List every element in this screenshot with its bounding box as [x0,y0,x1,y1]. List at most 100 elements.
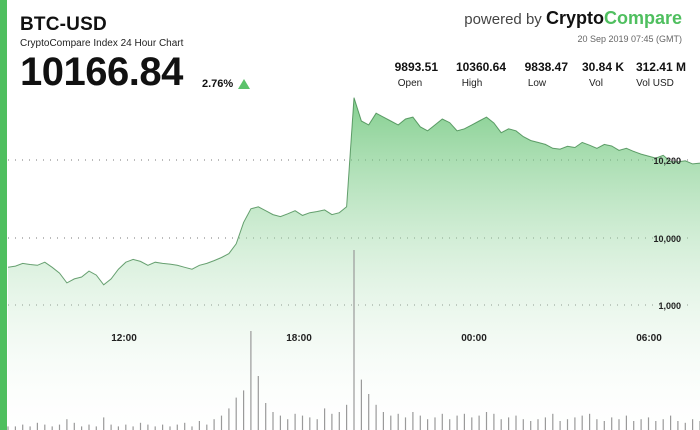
volume-bar [162,424,164,430]
triangle-up-icon [238,79,250,89]
volume-bar [412,412,414,430]
powered-by-text: powered by [464,11,542,28]
x-tick-label: 06:00 [636,333,662,344]
volume-bar [419,415,421,430]
volume-bar [147,424,149,430]
volume-bar [640,419,642,430]
volume-bar [574,417,576,430]
pair-title: BTC-USD [20,14,107,35]
volume-bar [397,413,399,430]
stat-open-value: 9893.51 [394,60,438,74]
stat-high: 10360.64 High [438,60,506,89]
y-axis: 10,200 10,000 1,000 [653,156,681,311]
volume-bar [228,408,230,430]
stat-vol-usd: 312.41 M Vol USD [624,60,686,89]
volume-bar [684,422,686,430]
stat-vol-label: Vol [589,78,603,89]
volume-bar [58,424,61,430]
volume-bar [309,417,311,430]
volume-bar [110,424,112,430]
stat-vol-usd-label: Vol USD [636,78,674,89]
stat-low: 9838.47 Low [506,60,568,89]
volume-bar [596,419,598,430]
volume-bar [589,413,591,430]
volume-bar [544,417,546,430]
current-price: 10166.84 [20,50,183,94]
volume-bar [456,415,458,430]
stat-open: 9893.51 Open [382,60,438,89]
x-tick-label: 18:00 [286,333,312,344]
volume-bar [176,424,178,430]
volume-bar [404,417,407,430]
x-tick-label: 00:00 [461,333,487,344]
x-axis: 12:00 18:00 00:00 06:00 [111,333,662,344]
volume-bar [530,421,532,430]
volume-bar [51,426,53,430]
stat-low-label: Low [527,78,547,89]
volume-bar [603,421,605,430]
chart-subtitle: CryptoCompare Index 24 Hour Chart [20,38,184,49]
price-line [7,97,700,286]
volume-bar [73,422,75,430]
volume-bar [515,415,517,430]
volume-bar [375,404,377,430]
volume-bar [331,413,333,430]
volume-bar [434,417,436,430]
volume-bar [522,419,524,430]
volume-bar [66,419,68,430]
volume-bars [7,250,700,430]
volume-bar [88,424,90,430]
volume-bar [316,419,318,430]
volume-bar [647,417,650,430]
volume-bar [81,426,83,430]
x-tick-label: 12:00 [111,333,137,344]
y-tick-label: 10,200 [653,156,681,166]
volume-bar [485,412,488,430]
volume-bar [198,421,200,430]
volume-bar [117,426,119,430]
volume-bar [287,419,289,430]
volume-bar [611,417,613,430]
volume-bar [449,419,451,430]
volume-bar [184,422,186,430]
accent-bar [0,0,7,430]
brand-logo-compare: Compare [603,8,682,28]
volume-bar [139,422,142,430]
volume-bar [500,419,502,430]
stat-vol: 30.84 K Vol [568,60,624,89]
volume-bar [566,419,569,430]
volume-bar [537,419,539,430]
volume-bar [279,415,281,430]
volume-bar [265,403,267,430]
volume-bar [213,419,215,430]
stat-open-label: Open [397,78,423,89]
volume-bar [235,397,237,430]
volume-bar [552,413,554,430]
stat-high-value: 10360.64 [455,60,506,74]
volume-bar [169,426,171,430]
y-tick-label: 10,000 [653,234,681,244]
volume-bar [272,412,274,430]
stat-vol-usd-value: 312.41 M [635,60,686,74]
stat-high-label: High [461,78,483,89]
volume-bar [29,426,31,430]
volume-bar [22,424,24,430]
volume-bar [692,419,694,430]
volume-bar [360,379,362,430]
volume-bar [294,413,296,430]
volume-bar [441,413,443,430]
volume-bar [154,426,156,430]
volume-bar [301,415,304,430]
volume-bar [250,331,252,430]
volume-bar [338,412,340,430]
volume-bar [191,426,193,430]
volume-bar [324,408,326,430]
powered-by[interactable]: powered by CryptoCompare [464,8,682,29]
volume-bar [132,426,134,430]
volume-bar [662,419,664,430]
volume-bar [368,394,370,430]
volume-bar [670,415,672,430]
volume-bar [220,415,223,430]
volume-bar [618,419,620,430]
